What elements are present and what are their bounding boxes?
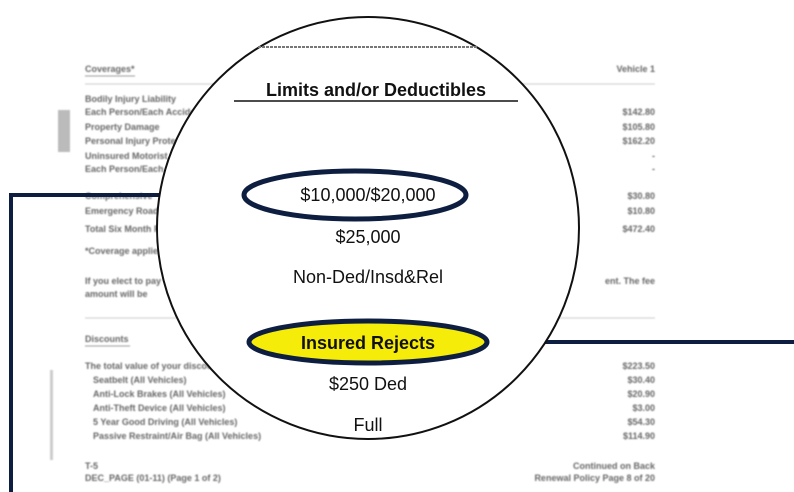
discount-value: $223.50 [622,361,655,371]
discount-label: 5 Year Good Driving (All Vehicles) [93,417,237,427]
discount-label: Passive Restraint/Air Bag (All Vehicles) [93,431,261,441]
discount-value: $114.90 [623,431,655,441]
row-label: Property Damage [85,122,160,132]
discount-label: Seatbelt (All Vehicles) [93,375,187,385]
limit-value: Non-Ded/Insd&Rel [293,267,443,287]
discount-label: Anti-Theft Device (All Vehicles) [93,403,226,413]
discount-value: $3.00 [632,403,655,413]
limit-value: $250 Ded [329,374,407,394]
discount-label: Anti-Lock Brakes (All Vehicles) [93,389,226,399]
limit-value: $25,000 [335,227,400,247]
coverages-header: Coverages* [85,64,135,74]
row-value: $142.80 [622,107,655,117]
footer: DEC_PAGE (01-11) (Page 1 of 2) [85,473,221,483]
footer: Continued on Back [573,461,656,471]
row-value: $10.80 [627,206,655,216]
footer: T-5 [85,461,98,471]
row-value: $105.80 [622,122,655,132]
row-value: - [652,164,655,174]
discounts-header: Discounts [85,334,129,344]
vehicle-header: Vehicle 1 [616,64,655,74]
fee-note: ent. The fee [605,276,655,286]
limit-value: Full [353,415,382,435]
row-value: - [652,151,655,161]
discount-value: $20.90 [627,389,655,399]
screenshot: Coverages* Vehicle 1 Bodily Injury Liabi… [0,0,794,492]
limit-value: Insured Rejects [301,333,435,353]
fee-note: If you elect to pay [85,276,161,286]
row-label: Each Person/Each Accident [85,107,204,117]
row-value: $162.20 [622,136,655,146]
discount-value: $30.40 [627,375,655,385]
coverage-note: *Coverage applies [85,246,163,256]
section-title: Limits and/or Deductibles [266,80,486,100]
fee-note: amount will be [85,289,148,299]
footer: Renewal Policy Page 8 of 20 [534,473,655,483]
row-label: Bodily Injury Liability [85,94,176,104]
limit-value: $10,000/$20,000 [300,185,435,205]
discount-value: $54.30 [627,417,655,427]
row-label: Uninsured Motorist [85,151,168,161]
row-value: $30.80 [627,191,655,201]
row-value: $472.40 [622,224,655,234]
